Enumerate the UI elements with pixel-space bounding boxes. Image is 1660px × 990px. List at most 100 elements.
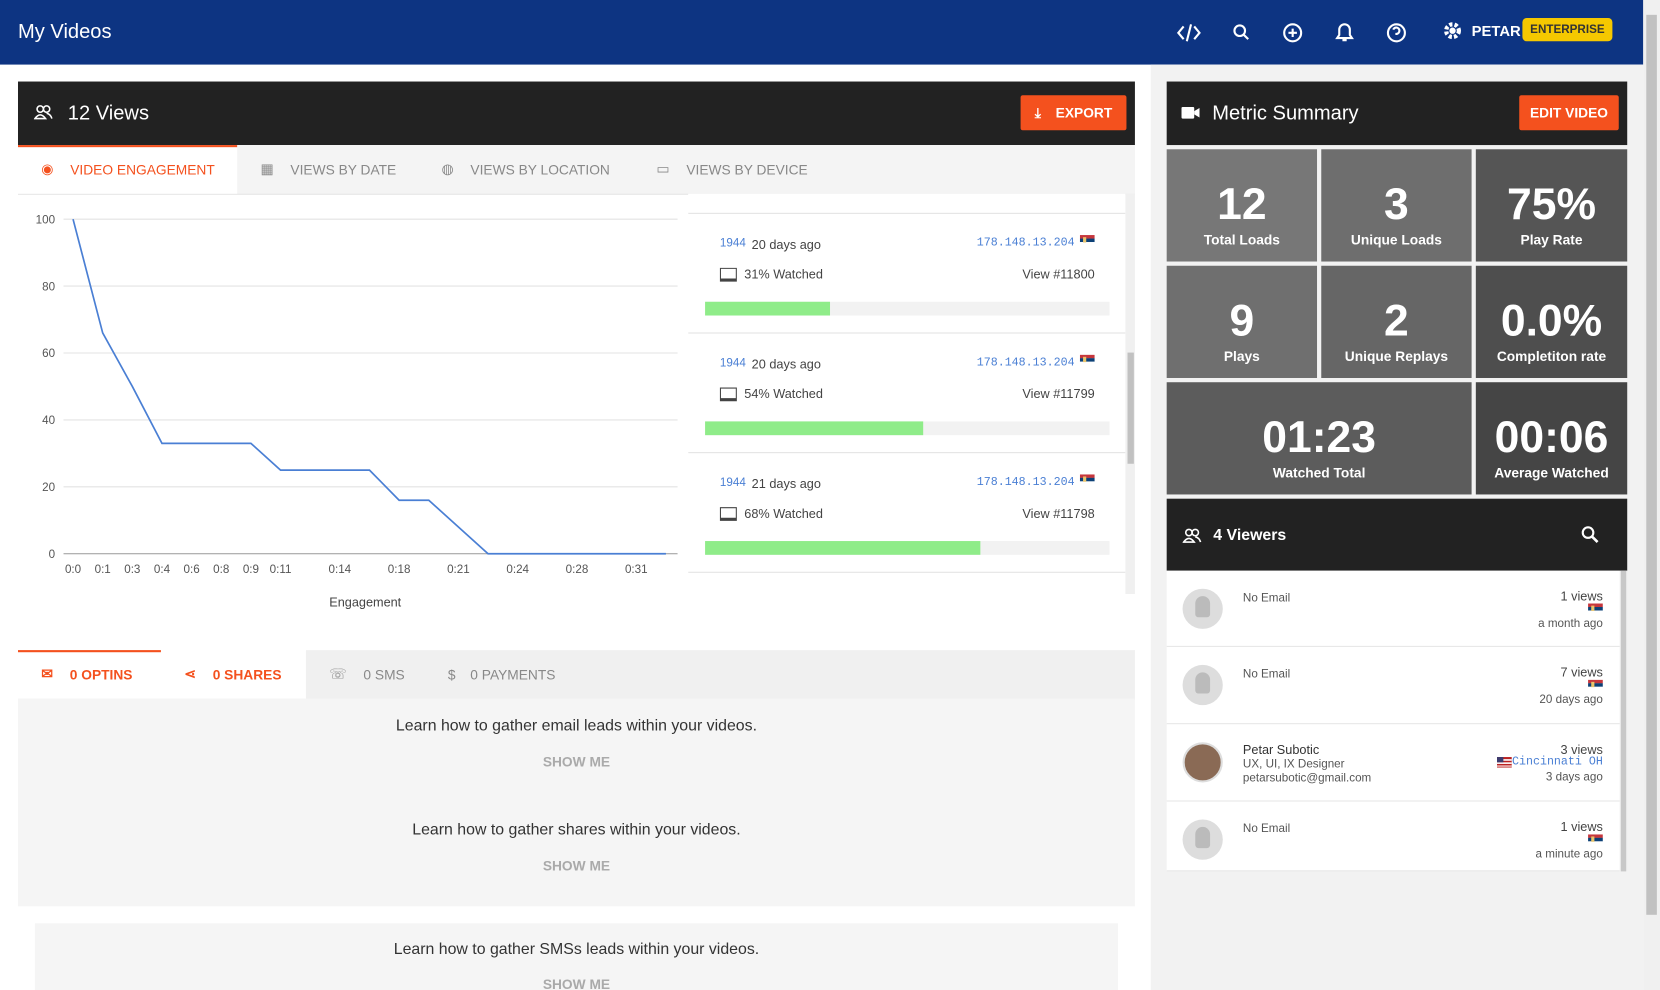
metric-tile: 3 Unique Loads: [1321, 149, 1472, 262]
separator: [688, 212, 1126, 214]
metric-value: 0.0%: [1500, 295, 1603, 346]
view-time: 21 days ago: [751, 476, 821, 492]
engagement-content: [17, 698, 1135, 907]
y-tick-label: 40: [42, 414, 55, 427]
metric-label: Plays: [1223, 348, 1260, 365]
list-scrollbar: [1125, 193, 1135, 594]
tab[interactable]: ◍ VIEWS BY LOCATION: [441, 160, 610, 178]
metric-tile: 9 Plays: [1166, 265, 1318, 378]
progress-track: [705, 421, 1110, 436]
page-title: My Videos: [17, 21, 112, 44]
x-axis-label: Engagement: [329, 596, 401, 610]
camera-icon: [1181, 106, 1200, 119]
x-tick-label: 0:8: [213, 563, 229, 576]
metric-value: 9: [1229, 295, 1255, 346]
metric-value: 00:06: [1494, 411, 1609, 462]
scrollbar: [1643, 0, 1660, 990]
viewer-views: 1 views: [1560, 819, 1603, 835]
viewer-email: petarsubotic@gmail.com: [1242, 771, 1372, 785]
viewers-title: 4 Viewers: [1213, 526, 1287, 545]
viewer-row[interactable]: No Email 1 views a month ago: [1166, 571, 1620, 647]
users-icon: [33, 105, 53, 120]
edit-video-button[interactable]: EDIT VIDEO: [1519, 95, 1619, 131]
x-tick-label: 0:24: [506, 563, 529, 576]
metric-tile: 2 Unique Replays: [1321, 265, 1472, 378]
tab-label: 0 OPTINS: [69, 666, 133, 683]
tab-label: VIEWS BY DEVICE: [686, 161, 808, 178]
view-id: 1944: [719, 237, 746, 250]
viewer-time: 20 days ago: [1539, 693, 1603, 707]
metric-value: 3: [1384, 178, 1409, 229]
metric-label: Watched Total: [1272, 464, 1366, 481]
device-icon: [719, 387, 737, 402]
view-item: 1944 20 days ago 178.148.13.204 54% Watched…: [688, 332, 1126, 454]
y-tick-label: 100: [36, 213, 56, 226]
metric-label: Completiton rate: [1496, 348, 1607, 365]
metric-value: 01:23: [1262, 411, 1376, 462]
show-me-link[interactable]: SHOW ME: [542, 753, 611, 770]
viewer-views: 1 views: [1560, 588, 1603, 604]
x-tick-label: 0:31: [625, 563, 648, 576]
metric-value: 75%: [1507, 178, 1597, 229]
view-id: 1944: [719, 356, 746, 370]
line: [72, 218, 666, 555]
users-icon: [1182, 528, 1202, 543]
viewer-row[interactable]: No Email 1 views a minute ago: [1166, 802, 1620, 872]
view-id: 1944: [719, 476, 746, 490]
sms-card: [34, 923, 1118, 990]
x-tick-label: 0:28: [566, 563, 589, 576]
view-ip: 178.148.13.204: [976, 237, 1075, 250]
y-tick-label: 0: [49, 548, 56, 561]
engagement-tabs: ✉ 0 OPTINS ⋖ 0 SHARES ☏ 0 SMS $0 PAYMENTS: [17, 650, 1135, 700]
x-tick-label: 0:1: [95, 563, 111, 576]
metric-label: Total Loads: [1203, 231, 1280, 248]
x-tick-label: 0:11: [270, 563, 292, 576]
flag: [1588, 834, 1603, 845]
metric-value: 12: [1217, 178, 1267, 229]
x-tick-label: 0:0: [65, 563, 82, 576]
tab[interactable]: ▭ VIEWS BY DEVICE: [656, 160, 808, 178]
y-tick-label: 20: [42, 481, 55, 494]
tab[interactable]: ◉ VIDEO ENGAGEMENT: [41, 160, 215, 178]
engagement-chart: 0 20 40 60 80 100 0:0 0:1 0:3 0:4 0:6 0:8 0:9 0:11 0:1…: [36, 213, 678, 610]
avatar-figure: [1195, 672, 1211, 694]
tab[interactable]: $0 PAYMENTS: [447, 666, 556, 683]
tab[interactable]: ☏ 0 SMS: [329, 665, 405, 683]
toolbar-icons[interactable]: [1175, 19, 1493, 47]
progress-bar: [705, 301, 831, 316]
tab[interactable]: ✉ 0 OPTINS: [41, 665, 133, 683]
search-icon[interactable]: [1581, 525, 1600, 544]
viewer-name: Petar Subotic: [1242, 742, 1320, 758]
settings-icon[interactable]: [1442, 20, 1463, 41]
watched-label: 31% Watched: [744, 266, 823, 282]
x-tick-label: 0:21: [447, 563, 470, 576]
progress-track: [705, 541, 1110, 555]
views-title: 12 Views: [67, 102, 150, 125]
view-number: View #11800: [1022, 266, 1095, 282]
show-me-link[interactable]: SHOW ME: [542, 857, 611, 874]
tab[interactable]: ▦ VIEWS BY DATE: [260, 160, 397, 178]
metric-tile: 12 Total Loads: [1166, 149, 1318, 262]
viewer-scrollbar: [1619, 570, 1628, 872]
x-tick-label: 0:4: [154, 563, 171, 576]
tab-label: VIEWS BY LOCATION: [470, 161, 610, 178]
tab-label: 0 PAYMENTS: [470, 666, 556, 683]
viewer-row[interactable]: No Email 7 views 20 days ago: [1166, 647, 1620, 725]
flag: [1588, 603, 1603, 615]
metric-label: Play Rate: [1520, 231, 1583, 248]
show-me-link[interactable]: SHOW ME: [542, 976, 611, 990]
viewer-time: a minute ago: [1535, 848, 1603, 861]
viewer-row[interactable]: Petar Subotic UX, UI, IX Designer petarsub…: [1166, 724, 1620, 802]
flag: [1497, 757, 1512, 768]
metric-value: 2: [1384, 295, 1409, 346]
tab[interactable]: ⋖ 0 SHARES: [184, 665, 282, 683]
x-tick-label: 0:6: [184, 563, 200, 576]
viewers-header: 4 Viewers: [1166, 498, 1628, 571]
top-bar: My Videos PETAR ENTERPRISE: [0, 0, 1660, 65]
tab-label: 0 SHARES: [212, 666, 282, 683]
export-label: EXPORT: [1055, 104, 1113, 121]
export-button[interactable]: ⤓ EXPORT: [1020, 95, 1127, 131]
views-header: 12 Views ⤓ EXPORT: [17, 81, 1135, 146]
user-name[interactable]: PETAR: [1471, 22, 1521, 40]
